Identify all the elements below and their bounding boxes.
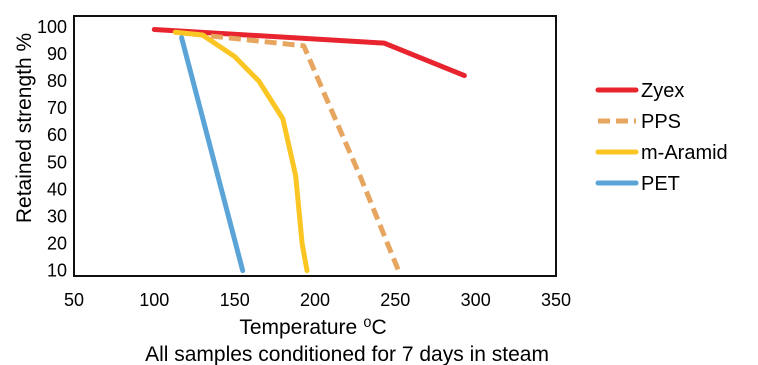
series-layer xyxy=(151,27,467,274)
y-tick-label: 40 xyxy=(47,179,67,199)
series-line-pet xyxy=(179,35,246,274)
x-tick-label: 200 xyxy=(300,290,330,310)
legend: Zyex PPS m-Aramid PET xyxy=(595,80,728,195)
y-tick-label: 90 xyxy=(47,44,67,64)
legend-label-pet: PET xyxy=(641,173,680,195)
x-tick-label: 350 xyxy=(541,290,571,310)
series-line-zyex xyxy=(151,27,467,79)
legend-label-zyex: Zyex xyxy=(641,80,684,102)
x-tick-label: 300 xyxy=(461,290,491,310)
x-axis-title: Temperature ⁰C xyxy=(239,316,386,339)
y-tick-label: 60 xyxy=(47,125,67,145)
x-tick-labels: 50 100 150 200 250 300 350 xyxy=(64,290,571,310)
x-tick-label: 100 xyxy=(139,290,169,310)
y-tick-label: 10 xyxy=(47,261,67,281)
y-tick-label: 20 xyxy=(47,234,67,254)
chart-caption: All samples conditioned for 7 days in st… xyxy=(145,343,549,365)
x-tick-label: 50 xyxy=(64,290,84,310)
legend-label-pps: PPS xyxy=(641,111,681,133)
x-axis-title-unit: ⁰C xyxy=(363,316,387,339)
series-line-m-aramid xyxy=(172,29,310,274)
y-tick-label: 50 xyxy=(47,152,67,172)
x-axis-title-text: Temperature xyxy=(239,316,357,339)
series-line-pps xyxy=(174,29,401,272)
x-tick-label: 150 xyxy=(220,290,250,310)
y-tick-label: 30 xyxy=(47,206,67,226)
legend-label-m-aramid: m-Aramid xyxy=(641,142,728,164)
y-tick-label: 80 xyxy=(47,71,67,91)
y-tick-label: 70 xyxy=(47,98,67,118)
y-tick-labels: 10 20 30 40 50 60 70 80 90 100 xyxy=(37,17,67,281)
y-tick-label: 100 xyxy=(37,17,67,37)
y-axis-title: Retained strength % xyxy=(13,33,36,223)
x-tick-label: 250 xyxy=(380,290,410,310)
plot-area-frame xyxy=(73,15,557,277)
